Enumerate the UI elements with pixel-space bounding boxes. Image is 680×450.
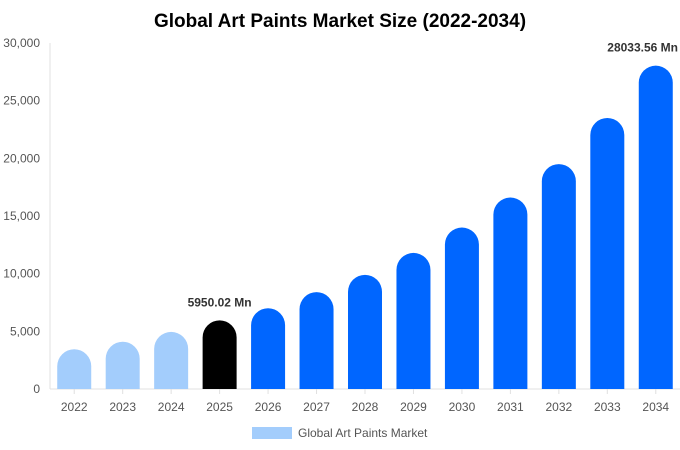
legend-label: Global Art Paints Market [298, 426, 428, 440]
x-tick-label: 2024 [158, 400, 185, 414]
y-axis: 0 5,000 10,000 15,000 20,000 25,000 30,000 [3, 36, 51, 396]
y-tick-label: 25,000 [3, 94, 40, 108]
bars [57, 65, 673, 389]
bar-2029 [396, 252, 431, 389]
bar-2026 [251, 308, 286, 389]
bar-2031 [493, 197, 528, 389]
bar-2027 [299, 292, 334, 389]
x-tick-label: 2027 [303, 400, 330, 414]
y-tick-label: 20,000 [3, 151, 40, 165]
x-tick-label: 2026 [255, 400, 282, 414]
bar-2032 [541, 164, 576, 389]
x-axis: 2022 2023 2024 2025 2026 2027 2028 2029 2030 2031… [50, 388, 680, 414]
x-tick-label: 2029 [400, 400, 427, 414]
bar-2030 [444, 227, 479, 389]
chart-title: Global Art Paints Market Size (2022-2034… [154, 11, 526, 32]
x-tick-label: 2031 [497, 400, 524, 414]
bar-2024 [154, 331, 189, 389]
x-tick-label: 2034 [642, 400, 669, 414]
y-tick-label: 10,000 [3, 267, 40, 281]
bar-2025 [202, 320, 237, 389]
data-label-2034: 28033.56 Mn [607, 41, 678, 55]
bar-2033 [590, 117, 625, 389]
y-tick-label: 15,000 [3, 209, 40, 223]
legend: Global Art Paints Market [252, 426, 428, 440]
y-tick-label: 0 [33, 382, 40, 396]
data-label-2025: 5950.02 Mn [188, 295, 252, 309]
bar-2028 [348, 274, 382, 389]
x-tick-label: 2030 [449, 400, 476, 414]
bar-2023 [105, 341, 140, 389]
y-tick-label: 30,000 [3, 36, 40, 50]
y-tick-label: 5,000 [10, 324, 40, 338]
x-tick-label: 2025 [206, 400, 233, 414]
annotations: 5950.02 Mn 28033.56 Mn [188, 41, 678, 310]
bar-2022 [57, 349, 92, 389]
x-tick-label: 2023 [109, 400, 136, 414]
legend-swatch [252, 427, 292, 439]
x-tick-label: 2028 [352, 400, 379, 414]
bar-2034 [638, 65, 673, 389]
x-tick-label: 2032 [545, 400, 572, 414]
x-tick-label: 2022 [61, 400, 88, 414]
x-tick-label: 2033 [594, 400, 621, 414]
